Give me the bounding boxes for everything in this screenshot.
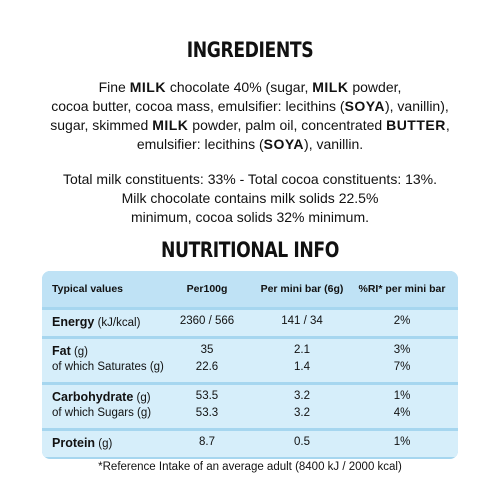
ingredient-text: , <box>445 117 450 133</box>
value-cell: 1.4 <box>294 361 310 373</box>
value-cell: 8.7 <box>199 436 215 448</box>
row-group: Energy (kJ/kcal) 2360 / 566 141 / 34 2% <box>42 310 458 336</box>
ingredient-text: sugar, skimmed <box>50 117 153 133</box>
ingredient-line: sugar, skimmed MILK powder, palm oil, co… <box>0 117 500 133</box>
row-label: Carbohydrate (g) <box>52 390 151 404</box>
nutrient-name: of which Saturates <box>52 361 147 373</box>
row-group: Carbohydrate (g) 53.5 3.2 1% of which Sugars… <box>42 385 458 428</box>
nutrient-unit: (g) <box>73 346 89 358</box>
allergen: MILK <box>129 79 166 95</box>
nutrient-name: Carbohydrate <box>52 390 134 404</box>
ingredient-text: ), vanillin. <box>304 136 364 152</box>
nutrient-unit: (kJ/kcal) <box>97 317 141 329</box>
ingredient-line: Fine MILK chocolate 40% (sugar, MILK pow… <box>0 79 500 95</box>
value-cell: 22.6 <box>195 361 219 373</box>
footnote: *Reference Intake of an average adult (8… <box>98 461 402 473</box>
value-cell: 53.3 <box>195 407 219 419</box>
value-cell: 4% <box>393 407 411 419</box>
value-cell: 35 <box>200 344 214 356</box>
value-cell: 1% <box>393 390 411 402</box>
note-line: minimum, cocoa solids 32% minimum. <box>130 209 370 225</box>
ingredient-text: powder, palm oil, concentrated <box>188 117 387 133</box>
value-cell: 2.1 <box>294 344 310 356</box>
value-cell: 2% <box>393 315 411 327</box>
value-cell: 53.5 <box>195 390 219 402</box>
nutrition-title: NUTRITIONAL INFO <box>161 238 339 262</box>
row-label: of which Sugars (g) <box>52 407 151 419</box>
nutrient-name: Fat <box>52 344 71 358</box>
value-cell: 3% <box>393 344 411 356</box>
note-line: Milk chocolate contains milk solids 22.5… <box>121 190 379 206</box>
nutrient-name: Protein <box>52 436 96 450</box>
nutrition-table: Typical values Per100g Per mini bar (6g) %R… <box>42 271 458 459</box>
header-cell: Per mini bar (6g) <box>260 283 344 295</box>
ingredient-text: powder, <box>348 79 402 95</box>
nutrient-unit: (g) <box>137 407 152 419</box>
allergen: BUTTER <box>386 117 446 133</box>
ingredient-text: chocolate 40% (sugar, <box>165 79 313 95</box>
ingredient-text: emulsifier: lecithins ( <box>136 136 264 152</box>
header-cell: Per100g <box>186 283 228 295</box>
ingredient-text: Fine <box>98 79 130 95</box>
header-row: Typical values Per100g Per mini bar (6g) %R… <box>42 271 458 307</box>
value-cell: 7% <box>393 361 411 373</box>
nutrient-unit: (g) <box>149 361 164 373</box>
nutrient-name: of which Sugars <box>52 407 134 419</box>
allergen: SOYA <box>263 136 305 152</box>
allergen: MILK <box>152 117 189 133</box>
row-group: Protein (g) 8.7 0.5 1% <box>42 431 458 457</box>
row-label: of which Saturates (g) <box>52 361 164 373</box>
allergen: MILK <box>312 79 349 95</box>
ingredient-text: cocoa butter, cocoa mass, emulsifier: le… <box>51 98 345 114</box>
value-cell: 2360 / 566 <box>179 315 235 327</box>
ingredient-text: ), vanillin), <box>384 98 449 114</box>
value-cell: 1% <box>393 436 411 448</box>
header-cell: %RI* per mini bar <box>358 283 446 295</box>
row-group: Fat (g) 35 2.1 3% of which Saturates (g) 22.6… <box>42 339 458 382</box>
nutrient-unit: (g) <box>98 438 113 450</box>
nutrient-name: Energy <box>52 315 95 329</box>
ingredient-line: emulsifier: lecithins (SOYA), vanillin. <box>0 136 500 152</box>
ingredients-title: INGREDIENTS <box>186 38 314 62</box>
ingredient-line: cocoa butter, cocoa mass, emulsifier: le… <box>0 98 500 114</box>
value-cell: 3.2 <box>294 407 310 419</box>
row-label: Protein (g) <box>52 436 112 450</box>
nutrient-unit: (g) <box>136 392 151 404</box>
header-cell: Typical values <box>52 283 124 295</box>
row-label: Fat (g) <box>52 344 88 358</box>
allergen: SOYA <box>344 98 385 114</box>
note-line: Total milk constituents: 33% - Total coc… <box>62 171 438 187</box>
value-cell: 141 / 34 <box>281 315 323 327</box>
value-cell: 0.5 <box>294 436 310 448</box>
row-label: Energy (kJ/kcal) <box>52 315 140 329</box>
value-cell: 3.2 <box>294 390 310 402</box>
